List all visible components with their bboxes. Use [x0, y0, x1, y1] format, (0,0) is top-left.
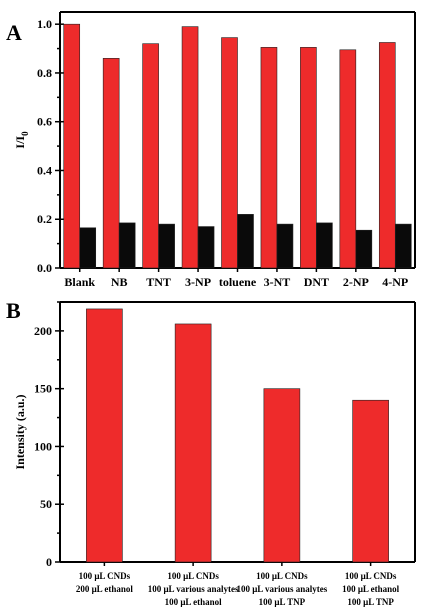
x-tick-label: 3-NP: [185, 275, 211, 289]
bar-black: [276, 223, 294, 269]
x-tick-label-line: 100 μL TNP: [347, 597, 394, 607]
bar-black: [394, 223, 412, 269]
panel-label: B: [6, 298, 21, 323]
bar-red: [63, 23, 81, 269]
x-tick-label-line: 100 μL CNDs: [345, 571, 397, 581]
panel-label: A: [6, 20, 22, 45]
y-tick-label: 0.4: [37, 163, 52, 177]
x-tick-label: DNT: [304, 275, 329, 289]
bar-black: [197, 226, 215, 269]
bar: [263, 388, 301, 563]
x-tick-label-line: 100 μL various analytes: [236, 584, 327, 594]
y-tick-label: 1.0: [37, 17, 52, 31]
x-tick-label-line: 100 μL CNDs: [79, 571, 131, 581]
bar: [174, 323, 212, 563]
y-axis-label: I/I0: [13, 131, 30, 149]
x-tick-label-line: 100 μL ethanol: [342, 584, 400, 594]
y-axis-label: Intensity (a.u.): [13, 394, 27, 469]
x-tick-label-line: 100 μL CNDs: [256, 571, 308, 581]
y-tick-label: 0.6: [37, 115, 52, 129]
x-tick-label-line: 100 μL various analytes: [148, 584, 239, 594]
bar: [86, 308, 123, 563]
bar-red: [339, 49, 357, 269]
x-tick-label: NB: [111, 275, 128, 289]
bar-black: [118, 222, 136, 269]
panel-b: B 0 50 100 150 200 Intensity (a.u.) 100 μL CNDs…: [6, 298, 416, 607]
x-tick-label: toluene: [219, 275, 257, 289]
x-tick-label: 2-NP: [343, 275, 369, 289]
y-tick-label: 150: [34, 382, 52, 396]
y-axis-label-main: I/I: [13, 136, 27, 149]
bar-black: [158, 223, 175, 269]
bar-black: [237, 214, 254, 269]
y-tick-label: 0: [46, 555, 52, 569]
y-tick-label: 0.0: [37, 261, 52, 275]
panel-a: A 0.0 0.2 0.4 0.6 0.8 1.0 I/I0 Blank NB TNT 3-NP tol…: [6, 11, 416, 289]
y-tick-label: 0.8: [37, 66, 52, 80]
y-tick-label: 0.2: [37, 212, 52, 226]
bar-red: [181, 26, 199, 269]
bar-red: [142, 43, 159, 269]
x-tick-label: 3-NT: [264, 275, 291, 289]
y-tick-label: 100: [34, 439, 52, 453]
x-tick-label-line: 100 μL CNDs: [167, 571, 219, 581]
bar-red: [378, 42, 396, 269]
bar-black: [79, 227, 97, 269]
bar-black: [355, 229, 373, 269]
x-tick-label: 4-NP: [382, 275, 408, 289]
bar-red: [300, 47, 317, 269]
y-axis-label-subscript: 0: [20, 131, 30, 136]
x-tick-label-line: 100 μL TNP: [259, 597, 306, 607]
bar-red: [260, 47, 278, 269]
bar-red: [102, 58, 120, 269]
bar-red: [221, 37, 238, 269]
y-tick-label: 50: [40, 497, 52, 511]
x-tick-label-line: 100 μL ethanol: [165, 597, 223, 607]
y-tick-label: 200: [34, 324, 52, 338]
bar-black: [316, 222, 333, 269]
x-tick-label-line: 200 μL ethanol: [76, 584, 134, 594]
x-tick-label: Blank: [64, 275, 95, 289]
x-tick-label: TNT: [146, 275, 171, 289]
bar: [352, 399, 389, 563]
